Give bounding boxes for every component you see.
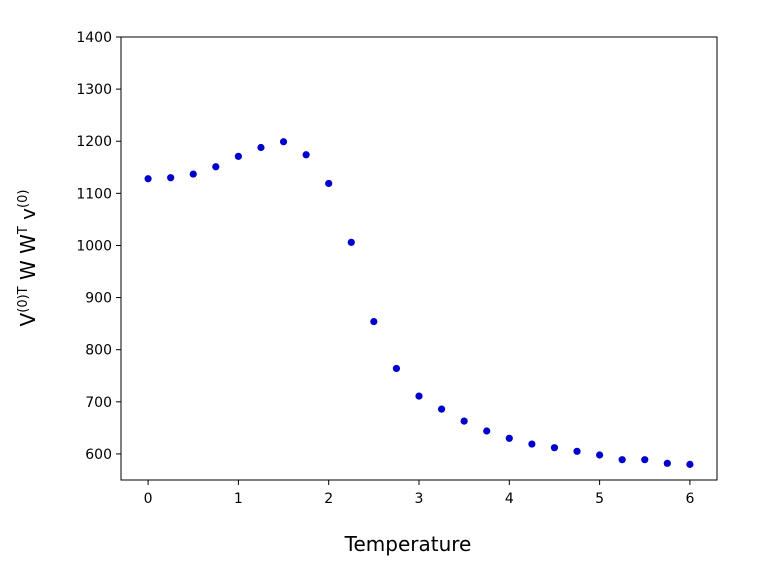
y-axis-title-sup: (0) — [16, 190, 31, 208]
data-point — [663, 459, 671, 467]
x-tick-label: 2 — [324, 491, 333, 507]
y-tick-label: 1300 — [76, 82, 112, 98]
data-point — [347, 238, 355, 246]
data-point — [641, 456, 649, 464]
data-point — [167, 174, 175, 182]
x-tick-label: 3 — [415, 491, 424, 507]
data-point — [415, 392, 423, 400]
y-tick-label: 1000 — [76, 238, 112, 254]
y-tick-label: 1100 — [76, 186, 112, 202]
plot-frame — [120, 36, 718, 481]
data-point — [573, 447, 581, 455]
data-point — [528, 440, 536, 448]
data-point — [189, 170, 197, 178]
data-point — [618, 456, 626, 464]
data-point — [437, 405, 446, 413]
data-point — [279, 138, 288, 146]
y-axis-title-sup: T — [16, 226, 31, 235]
points-layer — [144, 138, 694, 468]
data-point — [370, 317, 378, 326]
data-point — [686, 460, 694, 468]
ticks-layer: 0 1 2 3 4 5 6 600 700 800 900 1000 1100 1200 1300 1400 — [76, 30, 694, 507]
y-tick-label: 1200 — [76, 134, 112, 150]
data-point — [144, 175, 152, 183]
x-tick-label: 6 — [685, 491, 694, 507]
y-tick-label: 1400 — [76, 30, 112, 46]
data-point — [325, 179, 333, 188]
y-axis-title-sup: (0)T — [16, 286, 31, 312]
data-point — [505, 434, 513, 442]
data-point — [302, 151, 310, 159]
y-axis-title-part: V — [16, 312, 40, 326]
y-tick-label: 800 — [85, 343, 112, 359]
data-point — [392, 364, 401, 373]
data-point — [483, 427, 491, 435]
data-point — [212, 163, 220, 171]
x-tick-label: 0 — [144, 491, 153, 507]
data-point — [234, 152, 242, 160]
x-tick-label: 4 — [505, 491, 514, 507]
data-point — [257, 143, 265, 152]
data-point — [460, 417, 468, 425]
y-tick-label: 700 — [85, 395, 112, 411]
x-tick-label: 1 — [234, 491, 243, 507]
x-tick-label: 5 — [595, 491, 604, 507]
x-axis-title: Temperature — [344, 532, 472, 556]
y-tick-label: 600 — [85, 447, 112, 463]
data-point — [596, 451, 604, 459]
y-tick-label: 900 — [85, 291, 112, 307]
y-axis-title: V(0)T W WT v(0) — [16, 190, 40, 327]
y-axis-title-part: v — [16, 208, 40, 226]
data-point — [550, 444, 559, 452]
y-axis-title-part: W W — [16, 234, 40, 286]
